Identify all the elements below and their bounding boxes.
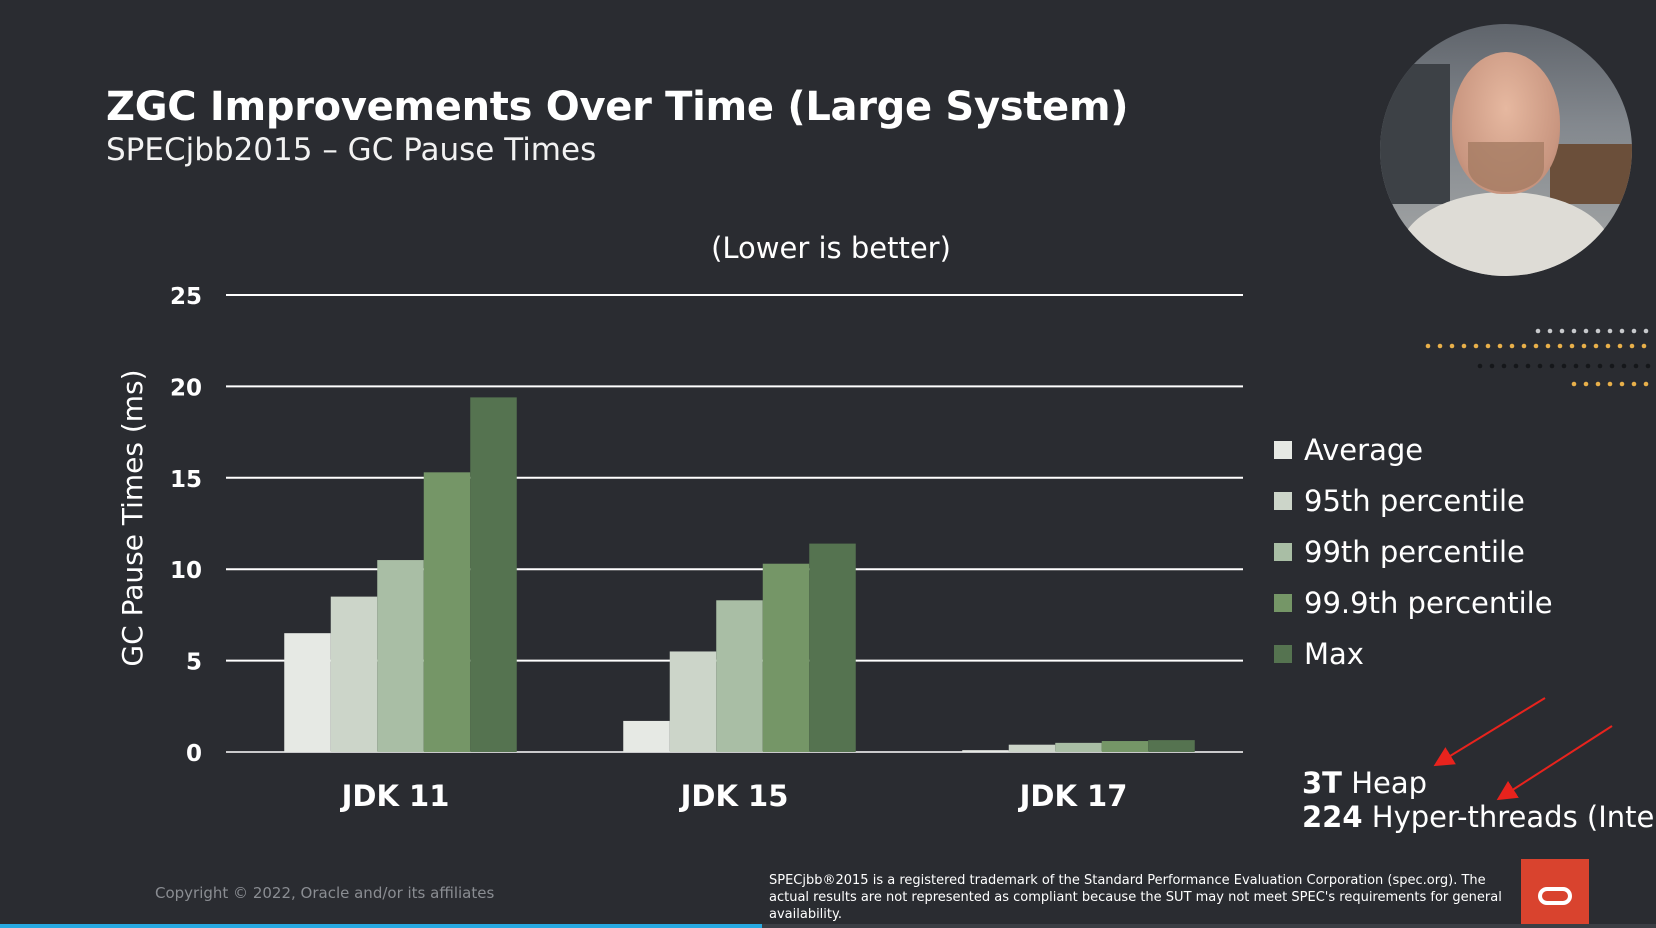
legend-swatch [1274, 440, 1292, 459]
bar-average [284, 633, 331, 752]
bar-max [809, 543, 856, 752]
chart-legend: Average 95th percentile 99th percentile 99.… [1274, 424, 1553, 679]
heap-info: 3T Heap [1302, 766, 1656, 800]
bar-max [470, 397, 517, 752]
threads-info: 224 Hyper-threads (Intel) [1302, 800, 1656, 834]
threads-label: Hyper-threads (Intel) [1371, 800, 1656, 834]
slide-title: ZGC Improvements Over Time (Large System… [106, 84, 1129, 130]
heap-label: Heap [1351, 766, 1428, 800]
y-tick-labels: 0 5 10 15 20 25 [170, 284, 202, 767]
bars [284, 397, 1195, 752]
legend-label: Max [1304, 636, 1364, 671]
y-tick-label: 20 [170, 375, 202, 401]
bar-99th-percentile [1055, 742, 1102, 752]
slide-subtitle: SPECjbb2015 – GC Pause Times [106, 132, 597, 168]
chart-title: (Lower is better) [711, 231, 951, 265]
legend-item: 99.9th percentile [1274, 577, 1553, 628]
bar-99-9th-percentile [423, 472, 471, 752]
bar-average [623, 720, 670, 752]
legend-label: Average [1304, 432, 1424, 467]
video-progress-bar[interactable] [0, 924, 1656, 928]
heap-value: 3T [1302, 766, 1342, 800]
legend-item: Average [1274, 424, 1553, 475]
spec-disclaimer: SPECjbb®2015 is a registered trademark o… [769, 873, 1502, 922]
video-progress-fill [0, 924, 762, 928]
y-tick-label: 10 [170, 558, 202, 584]
y-tick-label: 0 [186, 741, 202, 767]
legend-label: 99.9th percentile [1304, 585, 1553, 620]
legend-swatch [1274, 542, 1292, 561]
x-tick-label: JDK 11 [340, 779, 450, 813]
oracle-logo-icon [1521, 859, 1589, 928]
presenter-webcam [1380, 24, 1632, 276]
bar-99-9th-percentile [1101, 741, 1149, 752]
legend-swatch [1274, 491, 1292, 510]
y-tick-label: 25 [170, 284, 202, 310]
threads-value: 224 [1302, 800, 1363, 834]
legend-label: 95th percentile [1304, 483, 1525, 518]
bar-95th-percentile [1008, 744, 1056, 752]
y-tick-label: 15 [170, 467, 202, 493]
bar-99th-percentile [716, 600, 763, 752]
legend-item: Max [1274, 628, 1553, 679]
x-tick-labels: JDK 11 JDK 15 JDK 17 [340, 779, 1128, 813]
system-info: 3T Heap 224 Hyper-threads (Intel) [1302, 766, 1656, 834]
bar-max [1148, 740, 1195, 752]
x-tick-label: JDK 15 [679, 779, 789, 813]
y-tick-label: 5 [186, 650, 202, 676]
bar-95th-percentile [330, 596, 378, 752]
legend-swatch [1274, 644, 1292, 663]
x-tick-label: JDK 17 [1018, 779, 1128, 813]
legend-label: 99th percentile [1304, 534, 1525, 569]
bar-95th-percentile [669, 651, 717, 752]
legend-item: 95th percentile [1274, 475, 1553, 526]
copyright-notice: Copyright © 2022, Oracle and/or its affi… [155, 884, 495, 902]
bar-99-9th-percentile [762, 563, 810, 752]
legend-swatch [1274, 593, 1292, 612]
y-axis-label: GC Pause Times (ms) [116, 369, 149, 666]
legend-item: 99th percentile [1274, 526, 1553, 577]
bar-99th-percentile [377, 560, 424, 752]
bar-average [962, 750, 1009, 752]
